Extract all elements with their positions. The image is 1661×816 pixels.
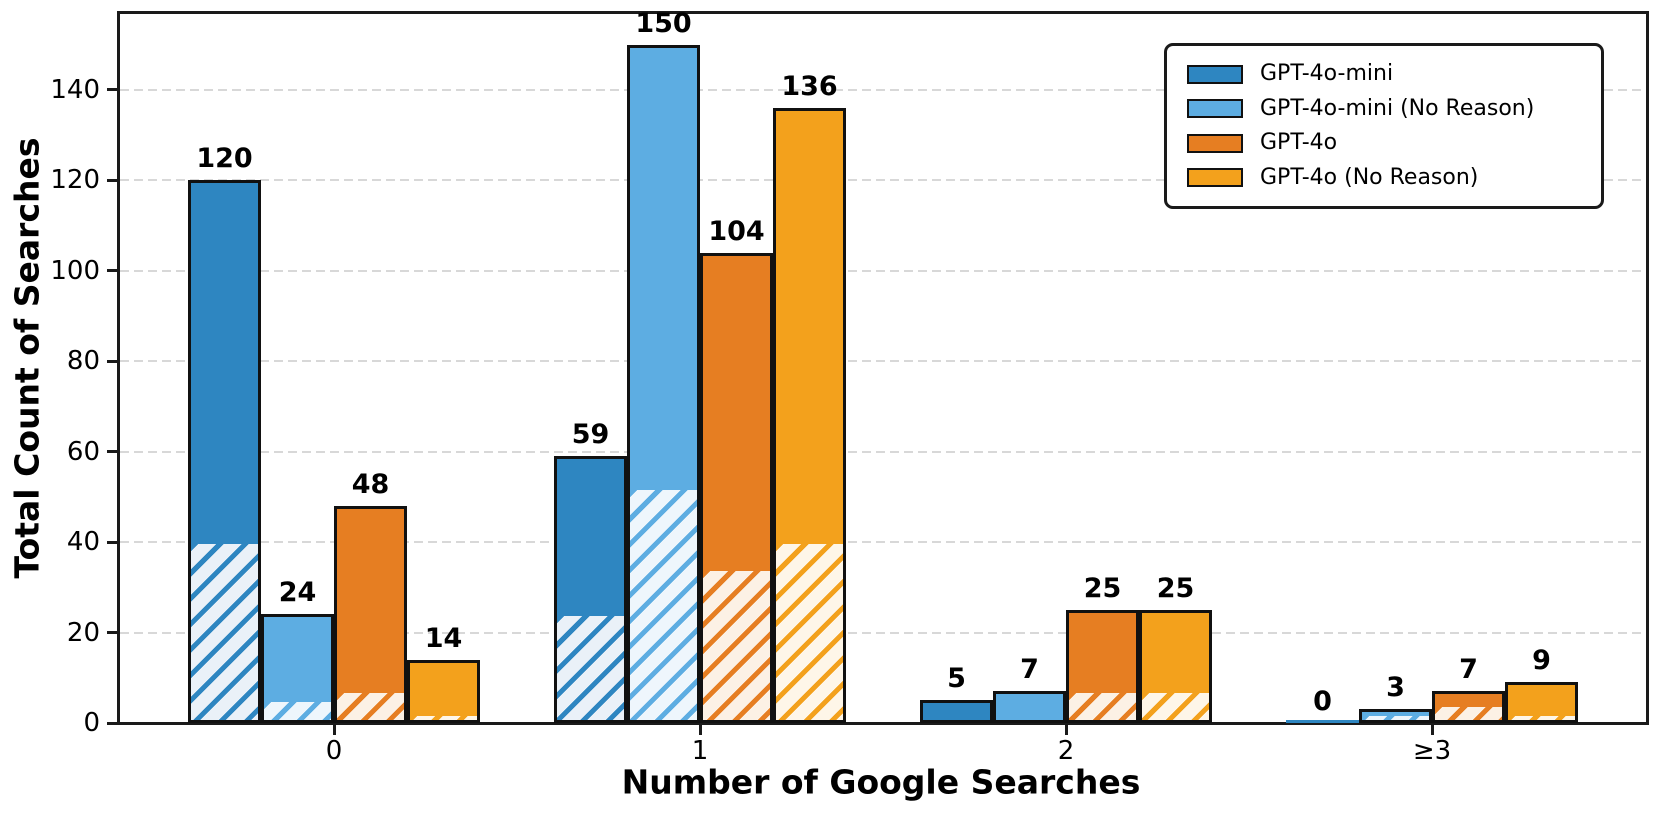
legend-swatch-2 bbox=[1187, 133, 1243, 153]
legend-item-3: GPT-4o (No Reason) bbox=[1187, 164, 1601, 190]
y-tick-label-20: 20 bbox=[66, 617, 100, 648]
bar-s1-g0-hatched-segment bbox=[264, 700, 331, 720]
x-tick-label-0: 0 bbox=[325, 736, 343, 766]
plot-area-frame bbox=[117, 11, 1649, 725]
legend-swatch-0 bbox=[1187, 64, 1243, 84]
bar-s0-g2-value-label: 5 bbox=[947, 663, 966, 695]
gridline-y-60 bbox=[120, 450, 1645, 453]
bar-s0-g1-hatched-segment bbox=[557, 614, 624, 720]
bar-s0-g3-value-label: 0 bbox=[1313, 686, 1332, 717]
bar-s0-g2 bbox=[920, 700, 993, 723]
x-tick-3 bbox=[1430, 725, 1434, 735]
gridline-y-40 bbox=[120, 541, 1645, 544]
gridline-y-140 bbox=[120, 88, 1645, 91]
bar-s1-g3-hatched-segment bbox=[1362, 713, 1429, 720]
y-tick-label-40: 40 bbox=[66, 527, 100, 558]
legend-swatch-1 bbox=[1187, 99, 1243, 119]
y-tick-140 bbox=[107, 88, 118, 92]
legend-item-0: GPT-4o-mini bbox=[1187, 62, 1601, 86]
bar-s3-g3-hatched-segment bbox=[1508, 713, 1575, 720]
y-axis-title: Total Count of Searches bbox=[7, 137, 47, 579]
y-tick-100 bbox=[107, 269, 118, 273]
bar-s3-g0 bbox=[407, 659, 480, 723]
legend-label-0: GPT-4o-mini bbox=[1260, 61, 1394, 87]
bar-s1-g2-hatched-segment bbox=[996, 718, 1063, 721]
bar-s1-g1-hatched-segment bbox=[630, 487, 697, 720]
gridline-y-20 bbox=[120, 631, 1645, 634]
legend-item-2: GPT-4o bbox=[1187, 131, 1601, 155]
bar-s0-g2-hatched-segment bbox=[923, 718, 990, 721]
y-tick-label-100: 100 bbox=[50, 255, 100, 286]
bar-s2-g1-hatched-segment bbox=[703, 569, 770, 720]
x-tick-label-2: 2 bbox=[1057, 736, 1075, 766]
bar-s3-g0-hatched-segment bbox=[410, 713, 477, 720]
bar-s2-g0-value-label: 48 bbox=[351, 468, 390, 500]
bar-s1-g2-value-label: 7 bbox=[1020, 654, 1039, 686]
bar-s2-g1-value-label: 104 bbox=[708, 215, 765, 247]
y-tick-label-120: 120 bbox=[50, 165, 100, 196]
y-tick-label-0: 0 bbox=[83, 708, 100, 738]
bar-s3-g3-value-label: 9 bbox=[1532, 645, 1551, 677]
bar-s2-g0-hatched-segment bbox=[337, 691, 404, 720]
x-tick-label-1: 1 bbox=[691, 736, 709, 766]
y-tick-40 bbox=[107, 540, 118, 544]
y-tick-60 bbox=[107, 450, 118, 454]
x-tick-label-3: ≥3 bbox=[1412, 736, 1452, 766]
legend-label-2: GPT-4o bbox=[1260, 130, 1338, 156]
bar-s1-g0-value-label: 24 bbox=[278, 577, 317, 609]
bar-s2-g3-value-label: 7 bbox=[1459, 654, 1478, 686]
y-tick-80 bbox=[107, 359, 118, 363]
bar-s2-g2-hatched-segment bbox=[1069, 691, 1136, 720]
bar-s3-g2-hatched-segment bbox=[1142, 691, 1209, 720]
y-tick-120 bbox=[107, 178, 118, 182]
bar-s1-g1-value-label: 150 bbox=[635, 7, 692, 39]
legend-label-1: GPT-4o-mini (No Reason) bbox=[1260, 95, 1535, 121]
gridline-y-80 bbox=[120, 360, 1645, 363]
y-tick-label-60: 60 bbox=[66, 436, 100, 467]
gridline-y-120 bbox=[120, 179, 1645, 182]
bar-s0-g0-value-label: 120 bbox=[196, 143, 253, 175]
bar-s3-g2-value-label: 25 bbox=[1156, 572, 1195, 604]
x-tick-1 bbox=[698, 725, 702, 735]
y-tick-20 bbox=[107, 631, 118, 635]
bar-s1-g2 bbox=[993, 691, 1066, 723]
legend: GPT-4o-mini GPT-4o-mini (No Reason) GPT-4o… bbox=[1164, 43, 1604, 209]
y-tick-0 bbox=[107, 721, 118, 725]
gridline-y-100 bbox=[120, 269, 1645, 272]
legend-label-3: GPT-4o (No Reason) bbox=[1260, 164, 1479, 190]
bar-s0-g0-hatched-segment bbox=[191, 542, 258, 720]
bar-s2-g3-hatched-segment bbox=[1435, 704, 1502, 720]
legend-swatch-3 bbox=[1187, 168, 1243, 188]
x-axis-title: Number of Google Searches bbox=[621, 762, 1141, 802]
bar-s3-g0-value-label: 14 bbox=[424, 622, 463, 654]
bar-s2-g0 bbox=[334, 505, 407, 723]
bar-s0-g1-value-label: 59 bbox=[571, 419, 610, 451]
y-tick-label-140: 140 bbox=[50, 74, 100, 105]
legend-item-1: GPT-4o-mini (No Reason) bbox=[1187, 95, 1601, 121]
bar-s3-g1-value-label: 136 bbox=[781, 70, 838, 102]
bar-s2-g2-value-label: 25 bbox=[1083, 572, 1122, 604]
x-tick-0 bbox=[332, 725, 336, 735]
bar-s1-g3-value-label: 3 bbox=[1386, 672, 1405, 704]
y-tick-label-80: 80 bbox=[66, 346, 100, 377]
x-tick-2 bbox=[1064, 725, 1068, 735]
bar-s0-g3 bbox=[1286, 720, 1359, 723]
bar-s3-g1-hatched-segment bbox=[776, 542, 843, 720]
